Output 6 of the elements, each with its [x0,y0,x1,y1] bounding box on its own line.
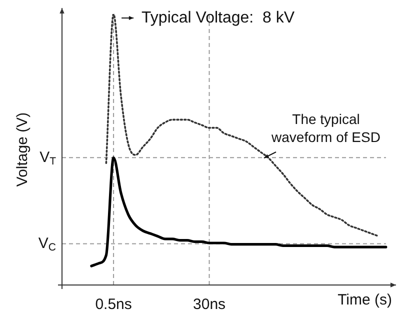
annotation: Typical Voltage: 8 kV [142,9,295,26]
x-tick-label: 30ns [193,296,226,314]
x-tick-label: 0.5ns [95,296,132,314]
annotation: The typical waveform of ESD [270,110,380,145]
y-axis-title: Voltage (V) [14,112,32,187]
x-axis-title: Time (s) [338,292,392,309]
